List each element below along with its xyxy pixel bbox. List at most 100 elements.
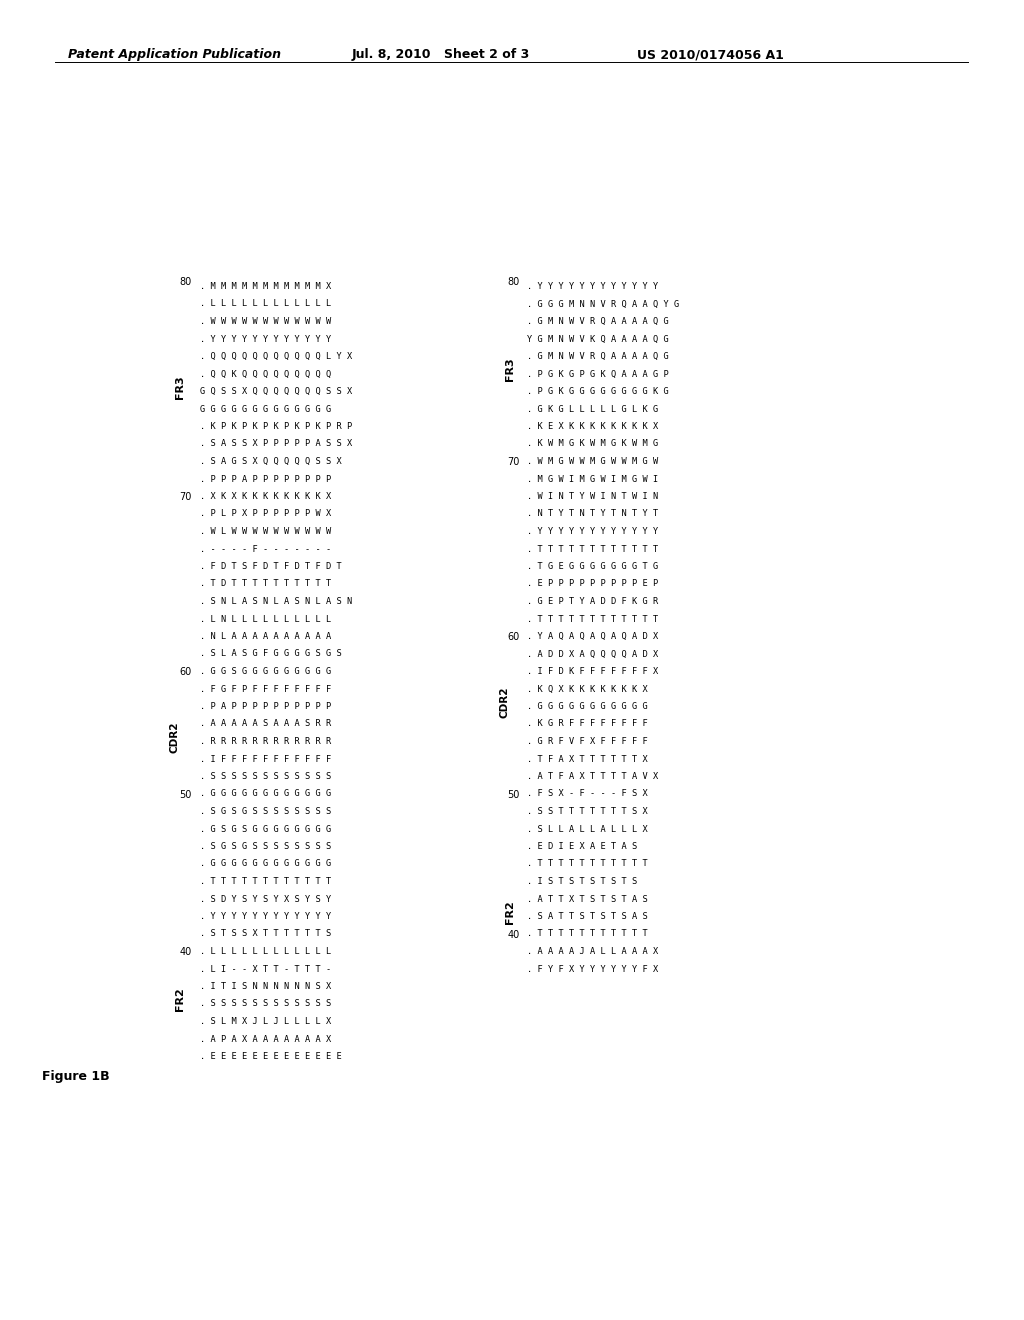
Text: . S A T T S T S T S A S: . S A T T S T S T S A S: [527, 912, 648, 921]
Text: . Q Q K Q Q Q Q Q Q Q Q Q: . Q Q K Q Q Q Q Q Q Q Q Q: [200, 370, 331, 379]
Text: . G K G L L L L L G L K G: . G K G L L L L L G L K G: [527, 404, 658, 413]
Text: . L I - - X T T - T T T -: . L I - - X T T - T T T -: [200, 965, 331, 974]
Text: 40: 40: [508, 929, 520, 940]
Text: . I S T S T S T S T S: . I S T S T S T S T S: [527, 876, 637, 886]
Text: 70: 70: [508, 457, 520, 467]
Text: US 2010/0174056 A1: US 2010/0174056 A1: [637, 48, 784, 61]
Text: . G G G M N N V R Q A A Q Y G: . G G G M N N V R Q A A Q Y G: [527, 300, 679, 309]
Text: . G G G G G G G G G G G G: . G G G G G G G G G G G G: [200, 859, 331, 869]
Text: 70: 70: [179, 492, 193, 502]
Text: . I T I S N N N N N N S X: . I T I S N N N N N N S X: [200, 982, 331, 991]
Text: FR3: FR3: [175, 375, 185, 399]
Text: . I F D K F F F F F F F X: . I F D K F F F F F F F X: [527, 667, 658, 676]
Text: . S L A S G F G G G G S G S: . S L A S G F G G G G S G S: [200, 649, 342, 659]
Text: . F D T S F D T F D T F D T: . F D T S F D T F D T F D T: [200, 562, 342, 572]
Text: . P L P X P P P P P P W X: . P L P X P P P P P P W X: [200, 510, 331, 519]
Text: . - - - - F - - - - - - -: . - - - - F - - - - - - -: [200, 544, 331, 553]
Text: . G M N W V R Q A A A A Q G: . G M N W V R Q A A A A Q G: [527, 317, 669, 326]
Text: . T T T T T T T T T T T: . T T T T T T T T T T T: [527, 859, 648, 869]
Text: . T T T T T T T T T T T T: . T T T T T T T T T T T T: [527, 615, 658, 623]
Text: . T T T T T T T T T T T T: . T T T T T T T T T T T T: [200, 876, 331, 886]
Text: . E P P P P P P P P P E P: . E P P P P P P P P P E P: [527, 579, 658, 589]
Text: . S D Y S Y S Y X S Y S Y: . S D Y S Y S Y X S Y S Y: [200, 895, 331, 903]
Text: . M G W I M G W I M G W I: . M G W I M G W I M G W I: [527, 474, 658, 483]
Text: . N T Y T N T Y T N T Y T: . N T Y T N T Y T N T Y T: [527, 510, 658, 519]
Text: . G R F V F X F F F F F: . G R F V F X F F F F F: [527, 737, 648, 746]
Text: FR3: FR3: [505, 358, 515, 381]
Text: Figure 1B: Figure 1B: [42, 1071, 110, 1082]
Text: G Q S S X Q Q Q Q Q Q Q S S X: G Q S S X Q Q Q Q Q Q Q S S X: [200, 387, 352, 396]
Text: . T F A X T T T T T T X: . T F A X T T T T T T X: [527, 755, 648, 763]
Text: 50: 50: [508, 789, 520, 800]
Text: . G M N W V R Q A A A A Q G: . G M N W V R Q A A A A Q G: [527, 352, 669, 360]
Text: CDR2: CDR2: [500, 686, 510, 718]
Text: . G S G S G G G G G G G G: . G S G S G G G G G G G G: [200, 825, 331, 833]
Text: . P G K G P G K Q A A A G P: . P G K G P G K Q A A A G P: [527, 370, 669, 379]
Text: . W I N T Y W I N T W I N: . W I N T Y W I N T W I N: [527, 492, 658, 502]
Text: Jul. 8, 2010: Jul. 8, 2010: [352, 48, 431, 61]
Text: . F G F P F F F F F F F F: . F G F P F F F F F F F F: [200, 685, 331, 693]
Text: . Y Y Y Y Y Y Y Y Y Y Y Y: . Y Y Y Y Y Y Y Y Y Y Y Y: [200, 912, 331, 921]
Text: . T G E G G G G G G G T G: . T G E G G G G G G G T G: [527, 562, 658, 572]
Text: . R R R R R R R R R R R R: . R R R R R R R R R R R R: [200, 737, 331, 746]
Text: . F Y F X Y Y Y Y Y Y F X: . F Y F X Y Y Y Y Y Y F X: [527, 965, 658, 974]
Text: FR2: FR2: [505, 900, 515, 924]
Text: . F S X - F - - - F S X: . F S X - F - - - F S X: [527, 789, 648, 799]
Text: . S G S G S S S S S S S S: . S G S G S S S S S S S S: [200, 842, 331, 851]
Text: . W M G W W M G W W M G W: . W M G W W M G W W M G W: [527, 457, 658, 466]
Text: . A D D X A Q Q Q Q A D X: . A D D X A Q Q Q Q A D X: [527, 649, 658, 659]
Text: CDR2: CDR2: [170, 721, 180, 752]
Text: . G G G G G G G G G G G G: . G G G G G G G G G G G G: [200, 789, 331, 799]
Text: Sheet 2 of 3: Sheet 2 of 3: [444, 48, 529, 61]
Text: . Y Y Y Y Y Y Y Y Y Y Y Y: . Y Y Y Y Y Y Y Y Y Y Y Y: [527, 282, 658, 290]
Text: . S L L A L L A L L L X: . S L L A L L A L L L X: [527, 825, 648, 833]
Text: . P G K G G G G G G G G K G: . P G K G G G G G G G G K G: [527, 387, 669, 396]
Text: . G E P T Y A D D F K G R: . G E P T Y A D D F K G R: [527, 597, 658, 606]
Text: . A T F A X T T T T A V X: . A T F A X T T T T A V X: [527, 772, 658, 781]
Text: . E E E E E E E E E E E E E: . E E E E E E E E E E E E E: [200, 1052, 342, 1061]
Text: . Y Y Y Y Y Y Y Y Y Y Y Y: . Y Y Y Y Y Y Y Y Y Y Y Y: [200, 334, 331, 343]
Text: . G G G G G G G G G G G: . G G G G G G G G G G G: [527, 702, 648, 711]
Text: . L L L L L L L L L L L L: . L L L L L L L L L L L L: [200, 300, 331, 309]
Text: 80: 80: [180, 277, 193, 286]
Text: . A A A A J A L L A A A X: . A A A A J A L L A A A X: [527, 946, 658, 956]
Text: 50: 50: [179, 789, 193, 800]
Text: . S S T T T T T T T S X: . S S T T T T T T T S X: [527, 807, 648, 816]
Text: . Q Q Q Q Q Q Q Q Q Q Q L Y X: . Q Q Q Q Q Q Q Q Q Q Q L Y X: [200, 352, 352, 360]
Text: . K E X K K K K K K K K X: . K E X K K K K K K K K X: [527, 422, 658, 432]
Text: . Y Y Y Y Y Y Y Y Y Y Y Y: . Y Y Y Y Y Y Y Y Y Y Y Y: [527, 527, 658, 536]
Text: . S G S G S S S S S S S S: . S G S G S S S S S S S S: [200, 807, 331, 816]
Text: . S S S S S S S S S S S S: . S S S S S S S S S S S S: [200, 999, 331, 1008]
Text: G G G G G G G G G G G G G: G G G G G G G G G G G G G: [200, 404, 331, 413]
Text: . S A G S X Q Q Q Q Q S S X: . S A G S X Q Q Q Q Q S S X: [200, 457, 342, 466]
Text: . S N L A S N L A S N L A S N: . S N L A S N L A S N L A S N: [200, 597, 352, 606]
Text: Y G M N W V K Q A A A A Q G: Y G M N W V K Q A A A A Q G: [527, 334, 669, 343]
Text: . K G R F F F F F F F F: . K G R F F F F F F F F: [527, 719, 648, 729]
Text: . N L A A A A A A A A A A: . N L A A A A A A A A A A: [200, 632, 331, 642]
Text: . E D I E X A E T A S: . E D I E X A E T A S: [527, 842, 637, 851]
Text: . A P A X A A A A A A A X: . A P A X A A A A A A A X: [200, 1035, 331, 1044]
Text: . Y A Q A Q A Q A Q A D X: . Y A Q A Q A Q A Q A D X: [527, 632, 658, 642]
Text: . S T S S X T T T T T T S: . S T S S X T T T T T T S: [200, 929, 331, 939]
Text: . M M M M M M M M M M M X: . M M M M M M M M M M M X: [200, 282, 331, 290]
Text: Patent Application Publication: Patent Application Publication: [68, 48, 281, 61]
Text: 40: 40: [180, 946, 193, 957]
Text: 60: 60: [180, 667, 193, 677]
Text: . T D T T T T T T T T T T: . T D T T T T T T T T T T: [200, 579, 331, 589]
Text: . S S S S S S S S S S S S: . S S S S S S S S S S S S: [200, 772, 331, 781]
Text: . K W M G K W M G K W M G: . K W M G K W M G K W M G: [527, 440, 658, 449]
Text: . X K X K K K K K K K K X: . X K X K K K K K K K K X: [200, 492, 331, 502]
Text: . K Q X K K K K K K K X: . K Q X K K K K K K K X: [527, 685, 648, 693]
Text: FR2: FR2: [175, 987, 185, 1011]
Text: . P P P A P P P P P P P P: . P P P A P P P P P P P P: [200, 474, 331, 483]
Text: . S A S S X P P P P P A S S X: . S A S S X P P P P P A S S X: [200, 440, 352, 449]
Text: . W W W W W W W W W W W W: . W W W W W W W W W W W W: [200, 317, 331, 326]
Text: . L L L L L L L L L L L L: . L L L L L L L L L L L L: [200, 946, 331, 956]
Text: . K P K P K P K P K P K P R P: . K P K P K P K P K P K P R P: [200, 422, 352, 432]
Text: . I F F F F F F F F F F F: . I F F F F F F F F F F F: [200, 755, 331, 763]
Text: . T T T T T T T T T T T T: . T T T T T T T T T T T T: [527, 544, 658, 553]
Text: . A A A A A S A A A S R R: . A A A A A S A A A S R R: [200, 719, 331, 729]
Text: . P A P P P P P P P P P P: . P A P P P P P P P P P P: [200, 702, 331, 711]
Text: . L N L L L L L L L L L L: . L N L L L L L L L L L L: [200, 615, 331, 623]
Text: 80: 80: [508, 277, 520, 286]
